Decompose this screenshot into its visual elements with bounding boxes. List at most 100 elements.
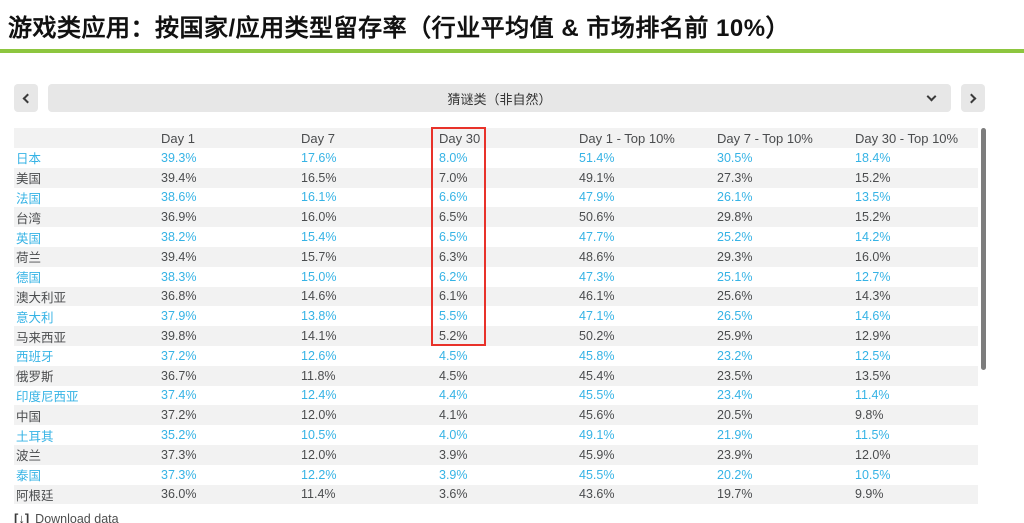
table-cell: 29.3%	[717, 249, 753, 264]
table-cell: 45.9%	[579, 447, 615, 462]
page-title: 游戏类应用：按国家/应用类型留存率（行业平均值 & 市场排名前 10%）	[8, 15, 791, 42]
table-cell: 39.3%	[161, 150, 197, 165]
next-category-button[interactable]	[961, 84, 985, 112]
download-icon: [↓]	[14, 511, 30, 523]
table-cell: 48.6%	[579, 249, 615, 264]
header-day-7-top-10: Day 7 - Top 10%	[717, 130, 813, 146]
table-cell: 23.4%	[717, 388, 753, 403]
country-label: 泰国	[16, 469, 42, 484]
country-label: 日本	[16, 152, 42, 167]
table-cell: 23.2%	[717, 348, 753, 363]
table-cell: 25.2%	[717, 230, 753, 245]
country-label: 意大利	[16, 310, 54, 325]
table-cell: 12.6%	[301, 348, 337, 363]
country-label: 印度尼西亚	[16, 389, 79, 404]
table-cell: 6.5%	[439, 230, 468, 245]
country-label: 英国	[16, 231, 42, 246]
table-cell: 10.5%	[855, 467, 891, 482]
country-label: 法国	[16, 191, 42, 206]
table-cell: 36.0%	[161, 487, 197, 502]
table-cell: 14.6%	[301, 289, 337, 304]
table-cell: 37.9%	[161, 309, 197, 324]
table-row: 日本 39.3% 17.6% 8.0% 51.4% 30.5% 18.4%	[14, 148, 978, 168]
category-dropdown[interactable]: 猜谜类（非自然）	[48, 84, 951, 112]
table-cell: 19.7%	[717, 487, 753, 502]
table-cell: 12.5%	[855, 348, 891, 363]
table-cell: 6.3%	[439, 249, 468, 264]
table-cell: 36.8%	[161, 289, 197, 304]
table-cell: 51.4%	[579, 150, 615, 165]
chevron-left-icon	[22, 93, 33, 103]
table-cell: 14.1%	[301, 329, 337, 344]
table-cell: 10.5%	[301, 428, 337, 443]
table-cell: 49.1%	[579, 170, 615, 185]
table-cell: 4.5%	[439, 348, 468, 363]
table-row: 阿根廷 36.0% 11.4% 3.6% 43.6% 19.7% 9.9%	[14, 484, 978, 505]
chevron-down-icon	[926, 91, 937, 102]
table-cell: 47.1%	[579, 309, 615, 324]
table-cell: 11.4%	[301, 487, 336, 502]
prev-category-button[interactable]	[14, 84, 38, 112]
table-cell: 12.0%	[301, 408, 337, 423]
table-cell: 38.3%	[161, 269, 197, 284]
table-row: 英国 38.2% 15.4% 6.5% 47.7% 25.2% 14.2%	[14, 227, 978, 247]
table-cell: 38.6%	[161, 190, 197, 205]
table-cell: 12.0%	[301, 447, 337, 462]
table-cell: 13.5%	[855, 368, 891, 383]
table-row: 美国 39.4% 16.5% 7.0% 49.1% 27.3% 15.2%	[14, 167, 978, 188]
table-cell: 36.9%	[161, 210, 197, 225]
country-label: 俄罗斯	[16, 370, 54, 385]
table-cell: 4.0%	[439, 428, 468, 443]
table-cell: 9.9%	[855, 487, 884, 502]
table-cell: 30.5%	[717, 150, 753, 165]
table-cell: 38.2%	[161, 230, 197, 245]
table-body: 日本 39.3% 17.6% 8.0% 51.4% 30.5% 18.4% 美国 39.4% 16…	[14, 148, 978, 505]
table-row: 中国 37.2% 12.0% 4.1% 45.6% 20.5% 9.8%	[14, 405, 978, 426]
table-cell: 43.6%	[579, 487, 615, 502]
table-cell: 15.4%	[301, 230, 337, 245]
country-label: 澳大利亚	[16, 290, 67, 305]
table-cell: 37.4%	[161, 388, 197, 403]
table-cell: 12.2%	[301, 467, 337, 482]
table-cell: 6.1%	[439, 289, 468, 304]
table-cell: 20.2%	[717, 467, 753, 482]
table-cell: 11.5%	[855, 428, 890, 443]
table-cell: 15.0%	[301, 269, 337, 284]
table-cell: 11.8%	[301, 368, 336, 383]
table-cell: 37.2%	[161, 408, 197, 423]
category-selector-row: 猜谜类（非自然）	[14, 84, 985, 112]
table-cell: 45.8%	[579, 348, 615, 363]
table-cell: 12.7%	[855, 269, 891, 284]
table-cell: 8.0%	[439, 150, 468, 165]
title-underline	[0, 49, 1024, 53]
clipped-next-row: ..	[28, 501, 39, 510]
table-cell: 36.7%	[161, 368, 197, 383]
table-row: 马来西亚 39.8% 14.1% 5.2% 50.2% 25.9% 12.9%	[14, 326, 978, 346]
table-row: 台湾 36.9% 16.0% 6.5% 50.6% 29.8% 15.2%	[14, 207, 978, 228]
country-label: 土耳其	[16, 429, 54, 444]
table-cell: 12.9%	[855, 329, 891, 344]
header-day-30: Day 30	[439, 130, 481, 146]
table-cell: 15.2%	[855, 170, 891, 185]
header-day-7: Day 7	[301, 130, 335, 146]
country-label: 中国	[16, 409, 42, 424]
table-cell: 15.2%	[855, 210, 891, 225]
table-cell: 25.6%	[717, 289, 753, 304]
table-row: 俄罗斯 36.7% 11.8% 4.5% 45.4% 23.5% 13.5%	[14, 365, 978, 386]
download-data-link[interactable]: [↓] Download data	[14, 511, 119, 523]
table-cell: 23.5%	[717, 368, 753, 383]
table-cell: 16.0%	[855, 249, 891, 264]
table-cell: 18.4%	[855, 150, 891, 165]
table-cell: 49.1%	[579, 428, 615, 443]
table-cell: 9.8%	[855, 408, 884, 423]
table-cell: 47.9%	[579, 190, 615, 205]
table-cell: 5.2%	[439, 329, 468, 344]
country-label: 马来西亚	[16, 330, 67, 345]
table-cell: 20.5%	[717, 408, 753, 423]
table-cell: 3.9%	[439, 447, 468, 462]
table-scrollbar[interactable]	[981, 128, 986, 370]
table-cell: 3.6%	[439, 487, 468, 502]
header-day-1: Day 1	[161, 130, 195, 146]
table-row: 泰国 37.3% 12.2% 3.9% 45.5% 20.2% 10.5%	[14, 464, 978, 485]
